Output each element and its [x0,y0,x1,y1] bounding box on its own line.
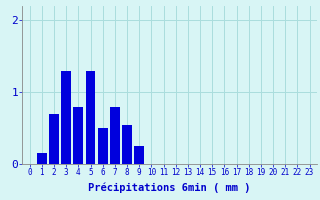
Bar [74,107,83,164]
Bar [49,114,59,164]
Bar [98,128,108,164]
Bar [37,153,47,164]
Bar [134,146,144,164]
Bar [122,124,132,164]
Bar [61,71,71,164]
Bar [86,71,95,164]
Bar [110,107,120,164]
X-axis label: Précipitations 6min ( mm ): Précipitations 6min ( mm ) [88,183,251,193]
